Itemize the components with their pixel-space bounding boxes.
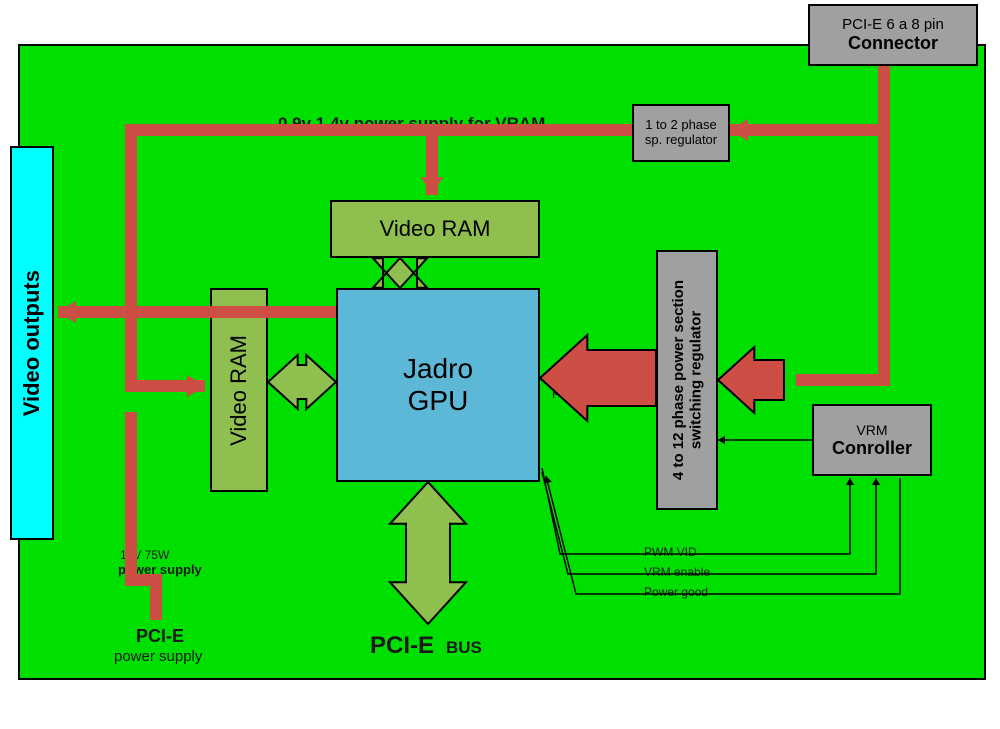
label-pcie_ps_b: power supply xyxy=(114,648,202,665)
label-gpu_supply1: 0,6 – 1,6V xyxy=(556,365,620,381)
label-pcie_bus_b: BUS xyxy=(446,638,482,658)
label-pcie_12v_b: power supply xyxy=(118,562,202,577)
label-pcie_bus_a: PCI-E xyxy=(370,632,434,660)
label-power_good: Power good xyxy=(644,585,708,599)
label-gpu_supply2: power supply xyxy=(552,382,635,398)
label-vram_supply: 0.9v 1.4v power supply for VRAM xyxy=(278,114,545,134)
node-vram_top: Video RAM xyxy=(330,200,540,258)
node-main_vrm: 4 to 12 phase power sectionswitching reg… xyxy=(656,250,718,510)
node-vrm_ctrl: VRMConroller xyxy=(812,404,932,476)
label-vrm_enable: VRM enable xyxy=(644,565,710,579)
label-data: Data xyxy=(415,542,435,578)
node-pcie_conn: PCI-E 6 a 8 pinConnector xyxy=(808,4,978,66)
label-pwm_vid: PWM VID xyxy=(644,545,697,559)
node-vram_left: Video RAM xyxy=(210,288,268,492)
node-gpu: JadroGPU xyxy=(336,288,540,482)
node-sp_reg: 1 to 2 phasesp. regulator xyxy=(632,104,730,162)
label-pcie_ps_a: PCI-E xyxy=(136,626,184,647)
node-video_outputs: Video outputs xyxy=(10,146,54,540)
label-pcie_12v_a: 12V 75W xyxy=(120,548,169,562)
